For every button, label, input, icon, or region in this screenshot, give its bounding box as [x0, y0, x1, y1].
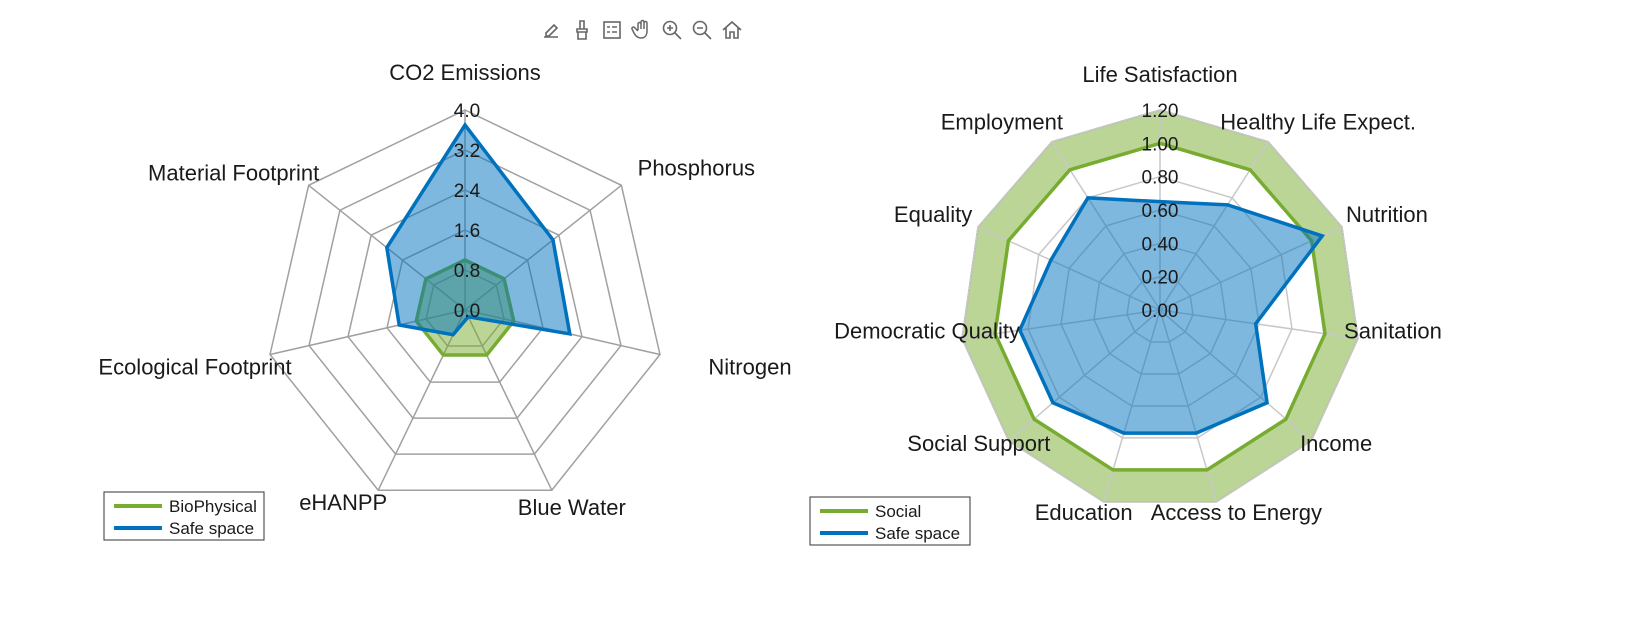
tick-label: 0.40 [1142, 234, 1179, 255]
legend-box [103, 491, 265, 541]
brush-icon [576, 20, 588, 40]
axis-label: Nitrogen [708, 355, 791, 380]
grid-ring [961, 109, 1359, 503]
grid-ring [269, 109, 661, 491]
social-radar-chart: 1.20 1.00 0.80 0.60 0.40 0.20 0.00 Life Satisfa… [809, 62, 1442, 546]
tick-label: 3.2 [454, 141, 480, 162]
axis-label: Access to Energy [1151, 500, 1322, 525]
tick-label: 0.00 [1142, 301, 1179, 322]
legend-label: Safe space [169, 519, 254, 538]
axis-label: Phosphorus [638, 155, 755, 180]
legend-label: Safe space [875, 524, 960, 543]
axis-label: Sanitation [1344, 318, 1442, 343]
axis-label: Blue Water [518, 495, 626, 520]
tick-label: 0.60 [1142, 201, 1179, 222]
axis-label: Ecological Footprint [98, 355, 291, 380]
axes-toolbar [538, 16, 746, 46]
axis-label: Social Support [907, 431, 1050, 456]
tick-label: 0.80 [1142, 168, 1179, 189]
tick-label: 1.00 [1142, 134, 1179, 155]
zoom-out-button[interactable] [688, 16, 716, 44]
axis-label: Democratic Quality [834, 318, 1020, 343]
home-icon [722, 20, 742, 39]
legend-box [809, 496, 971, 546]
axis-label: Material Footprint [148, 160, 319, 185]
tick-label: 0.8 [454, 261, 480, 282]
zoom-in-icon [662, 20, 682, 40]
tick-label: 2.4 [454, 181, 481, 202]
axis-label: Healthy Life Expect. [1220, 110, 1416, 135]
restore-view-button[interactable] [718, 16, 746, 44]
tick-label: 4.0 [454, 101, 480, 122]
series-safe-space-area [384, 121, 572, 337]
tick-label: 1.6 [454, 221, 480, 242]
legend[interactable]: BioPhysical Safe space [103, 491, 265, 541]
zoom-out-icon [692, 20, 712, 40]
zoom-in-button[interactable] [658, 16, 686, 44]
legend-label: Social [875, 502, 921, 521]
pan-button[interactable] [628, 16, 656, 44]
axis-label: eHANPP [299, 490, 387, 515]
axis-label: Nutrition [1346, 202, 1428, 227]
data-tips-button[interactable] [538, 16, 566, 44]
axis-label: CO2 Emissions [389, 60, 541, 85]
tick-label: 1.20 [1142, 101, 1179, 122]
pan-hand-icon [631, 19, 648, 39]
axis-label: Life Satisfaction [1082, 62, 1237, 87]
series-safe-space-area [1017, 196, 1326, 435]
legend[interactable]: Social Safe space [809, 496, 971, 546]
biophysical-radar-chart: 4.0 3.2 2.4 1.6 0.8 0.0 CO2 Emissions Phosphoru… [98, 60, 792, 541]
tick-label: 0.20 [1142, 268, 1179, 289]
brush-button[interactable] [568, 16, 596, 44]
edit-data-tips-icon [544, 23, 559, 38]
grid-ring [308, 149, 622, 455]
axis-label: Employment [941, 110, 1063, 135]
axis-label: Income [1300, 431, 1372, 456]
axis-label: Equality [894, 202, 972, 227]
legend-list-icon [603, 21, 621, 39]
tick-label: 0.0 [454, 301, 480, 322]
axis-label: Education [1035, 500, 1133, 525]
legend-label: BioPhysical [169, 497, 257, 516]
legend-button[interactable] [598, 16, 626, 44]
grid-ring [347, 189, 583, 419]
